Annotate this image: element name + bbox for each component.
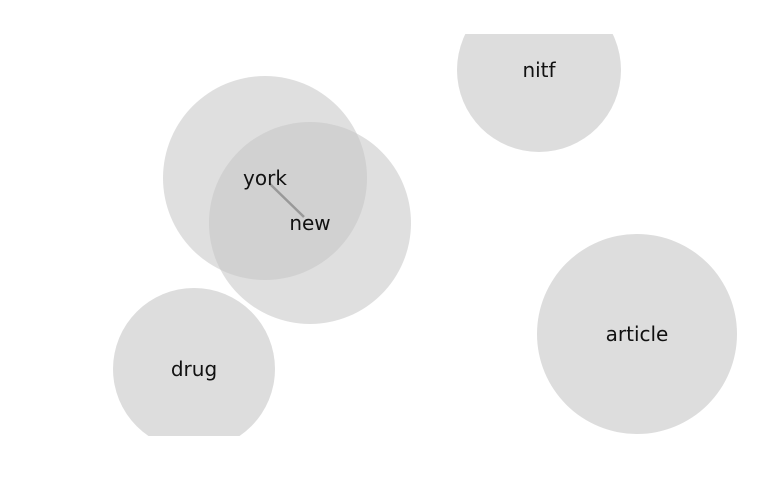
bubble-new — [209, 122, 411, 324]
bubble-article — [537, 234, 737, 434]
label-york: york — [243, 166, 287, 190]
bubble-drug — [113, 288, 275, 436]
bubble-nitf — [457, 34, 621, 152]
label-article: article — [606, 322, 669, 346]
label-nitf: nitf — [522, 58, 556, 82]
label-drug: drug — [171, 357, 217, 381]
edge-york-new — [269, 183, 305, 218]
label-new: new — [289, 211, 330, 235]
